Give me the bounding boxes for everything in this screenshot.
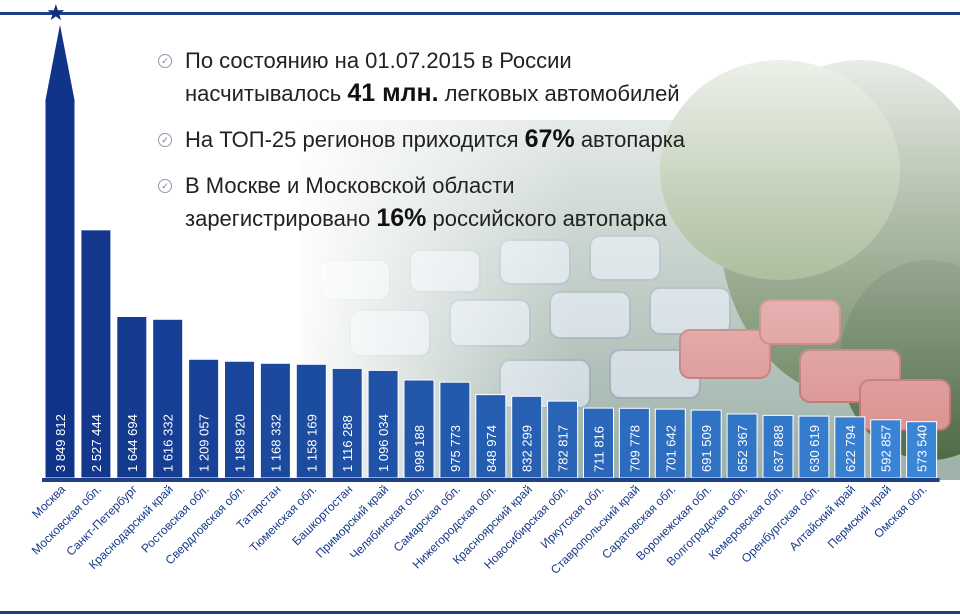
bar-value-label: 691 509 — [699, 425, 714, 472]
fact-text: По состоянию на 01.07.2015 в России насч… — [185, 48, 680, 107]
bar — [331, 367, 363, 479]
check-circle-icon: ✓ — [158, 179, 172, 193]
bar-value-label: 3 849 812 — [53, 414, 68, 472]
bar — [690, 409, 722, 479]
bar — [798, 415, 830, 479]
bar-value-label: 709 778 — [627, 425, 642, 472]
fact-text: На ТОП-25 регионов приходится 67% автопа… — [185, 125, 686, 153]
bar — [295, 363, 327, 479]
bar — [367, 369, 399, 479]
bar — [188, 358, 220, 479]
bar-value-label: 711 816 — [592, 426, 607, 472]
bar-value-label: 782 817 — [556, 425, 571, 472]
bar — [511, 395, 543, 479]
bar — [762, 414, 794, 479]
bar — [906, 421, 938, 479]
bar — [259, 362, 291, 479]
bar-value-label: 832 299 — [520, 425, 535, 472]
bar — [870, 419, 902, 479]
bottom-rule — [0, 611, 960, 614]
bar — [726, 413, 758, 479]
bar-value-label: 1 188 920 — [233, 414, 248, 472]
bar — [547, 400, 579, 479]
category-label: Пермский край — [825, 482, 894, 551]
bar-value-label: 1 616 332 — [161, 414, 176, 472]
facts-list: ✓ По состоянию на 01.07.2015 в России на… — [158, 44, 798, 248]
bar-value-label: 1 116 288 — [340, 415, 355, 472]
bar-value-label: 630 619 — [807, 425, 822, 472]
fact-item: ✓ На ТОП-25 регионов приходится 67% авто… — [158, 123, 798, 156]
bar-value-label: 1 644 694 — [125, 414, 140, 472]
star-icon: ★ — [46, 0, 66, 25]
bar — [439, 381, 471, 479]
check-circle-icon: ✓ — [158, 133, 172, 147]
bar-value-label: 1 168 332 — [268, 414, 283, 472]
fact-item: ✓ По состоянию на 01.07.2015 в России на… — [158, 44, 798, 110]
chart-baseline — [42, 478, 940, 482]
bar-value-label: 998 188 — [412, 425, 427, 472]
category-label: Иркутская обл. — [538, 482, 607, 551]
bar — [654, 408, 686, 479]
bar-value-label: 975 773 — [448, 425, 463, 472]
bar-value-label: 1 158 169 — [304, 414, 319, 472]
bar — [834, 416, 866, 479]
bar — [116, 316, 148, 479]
top-rule — [0, 12, 960, 15]
bar-moscow — [44, 21, 76, 479]
bar-value-label: 1 096 034 — [376, 414, 391, 472]
bar — [618, 407, 650, 479]
bar-value-label: 592 857 — [879, 425, 894, 472]
bar-value-label: 573 540 — [915, 425, 930, 472]
fact-item: ✓ В Москве и Московской области зарегист… — [158, 169, 798, 235]
bar-value-label: 652 367 — [735, 425, 750, 472]
bar — [583, 407, 614, 479]
bar — [475, 394, 507, 479]
bar-value-label: 622 794 — [843, 425, 858, 472]
bar-value-label: 637 888 — [771, 425, 786, 472]
check-circle-icon: ✓ — [158, 54, 172, 68]
bar — [152, 318, 184, 479]
bar-value-label: 2 527 444 — [89, 414, 104, 472]
fact-text: В Москве и Московской области зарегистри… — [185, 173, 667, 232]
bar — [403, 379, 435, 479]
bar-value-label: 1 209 057 — [197, 414, 212, 472]
bar-value-label: 848 974 — [484, 425, 499, 472]
bar-value-label: 701 642 — [663, 425, 678, 472]
